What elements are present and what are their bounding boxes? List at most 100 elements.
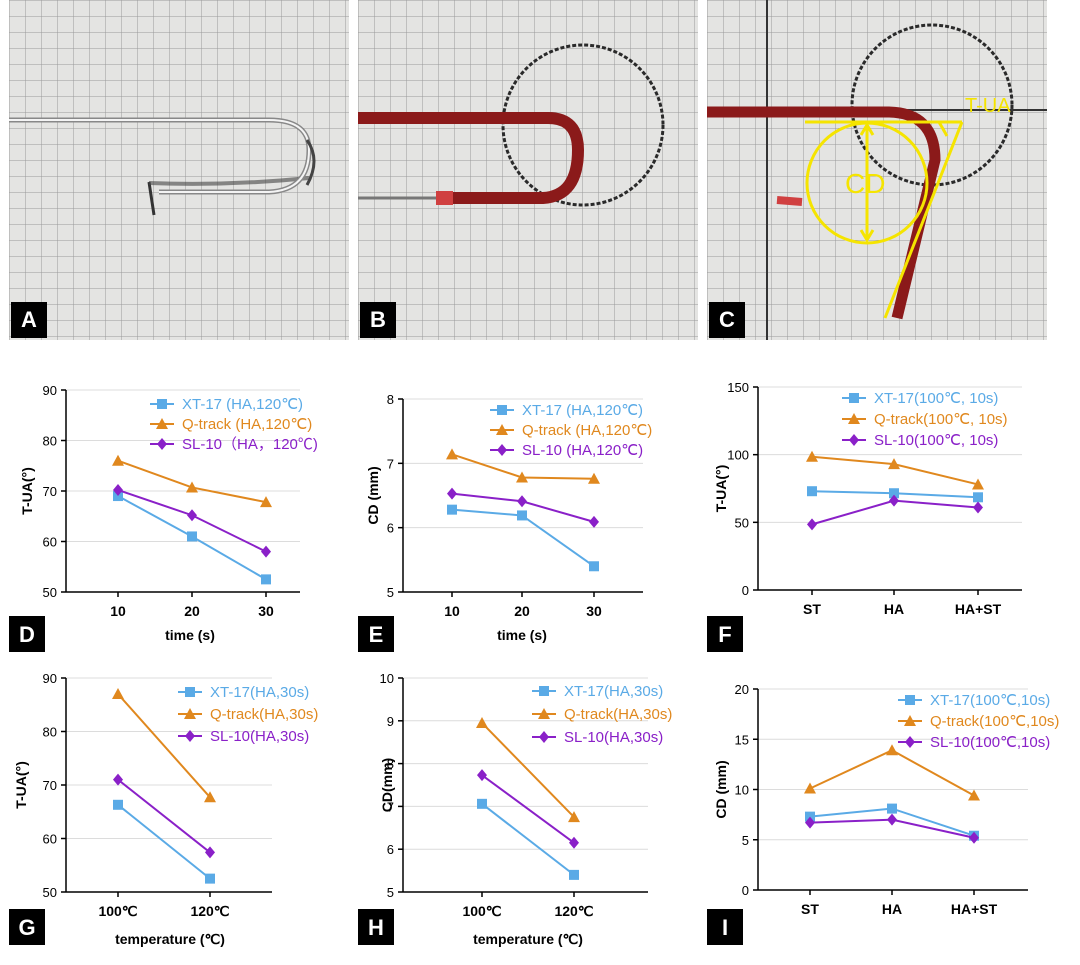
legend-item: XT-17 (HA,120℃) [490, 402, 643, 419]
y-tick-label: 60 [43, 832, 57, 847]
legend-marker [538, 708, 550, 719]
y-tick-label: 6 [387, 842, 394, 857]
series-1 [112, 454, 272, 508]
y-tick-label: 15 [735, 732, 749, 747]
data-point [260, 496, 272, 508]
legend-label: Q-track(100℃,10s) [930, 713, 1059, 730]
panel-tag-box [707, 909, 743, 945]
chart-i: 0 5 10 15 20 ST HA HA+ST CD (mm) XT-17(100℃,10s) Q… [707, 682, 1059, 945]
legend-item: SL-10 (HA,120℃) [490, 442, 643, 459]
y-tick-label: 7 [387, 456, 394, 471]
series-1 [112, 688, 216, 803]
panel-tag-label: I [722, 915, 728, 940]
panel-tag-box [9, 616, 45, 652]
panel-tag-box [358, 909, 394, 945]
data-point [204, 791, 216, 803]
data-point [187, 531, 197, 542]
legend-label: SL-10(100℃, 10s) [874, 432, 998, 449]
series-0 [807, 486, 983, 503]
panel-tag-box [9, 909, 45, 945]
data-point [804, 782, 816, 794]
y-axis-title: T-UA(°) [19, 467, 35, 515]
data-point [888, 458, 900, 470]
series-1 [446, 448, 600, 484]
panel-tag-b: B [360, 302, 396, 338]
data-point [589, 561, 599, 572]
data-point [805, 811, 815, 822]
y-tick-label: 5 [387, 585, 394, 600]
legend-marker [848, 413, 860, 424]
series-0 [113, 491, 271, 585]
chart-f: 0 50 100 150 ST HA HA+ST T-UA(°) XT-17(100℃, 10s… [707, 380, 1022, 652]
photo-a-image [9, 0, 349, 340]
data-point [112, 688, 124, 700]
series-1 [476, 716, 580, 823]
data-point [476, 716, 488, 728]
data-point [569, 836, 579, 849]
y-tick-label: 90 [43, 383, 57, 398]
data-point [969, 831, 979, 844]
photo-panel-a: A [9, 0, 349, 340]
x-tick-label: 100℃ [98, 903, 137, 919]
legend-item: Q-track(HA,30s) [178, 706, 318, 723]
chart-d: 50 60 70 80 90 10 20 30 T-UA(°) time (s) XT-17 (HA… [9, 383, 318, 652]
y-tick-label: 20 [735, 682, 749, 697]
legend-marker [185, 730, 195, 742]
panel-tag-box [358, 616, 394, 652]
y-tick-label: 50 [43, 585, 57, 600]
photo-c-image: CD T-UA [707, 0, 1047, 340]
data-point [569, 869, 579, 880]
y-axis-title: CD(mm) [379, 758, 395, 812]
data-point [261, 574, 271, 585]
series-0 [477, 798, 579, 880]
legend-label: SL-10（HA，120℃) [182, 436, 318, 453]
series-line [117, 693, 211, 798]
legend-marker [539, 731, 549, 743]
legend-item: XT-17(HA,30s) [532, 683, 663, 700]
x-tick-label: HA+ST [955, 601, 1002, 617]
legend-marker [849, 393, 859, 403]
y-tick-label: 80 [43, 434, 57, 449]
chart-g: 50 60 70 80 90 100℃ 120℃ T-UA(°) temperature (℃)… [9, 671, 318, 947]
legend-item: XT-17(HA,30s) [178, 684, 309, 701]
data-point [972, 478, 984, 490]
data-point [113, 773, 123, 786]
y-tick-label: 8 [387, 757, 394, 772]
legend-item: Q-track (HA,120℃) [490, 422, 652, 439]
series-line [117, 778, 211, 854]
series-2 [807, 494, 983, 531]
x-tick-label: 10 [110, 603, 126, 619]
legend-item: SL-10(100℃, 10s) [842, 432, 998, 449]
y-tick-label: 5 [387, 885, 394, 900]
y-tick-label: 60 [43, 535, 57, 550]
data-point [973, 501, 983, 514]
series-2 [113, 773, 215, 859]
chart-h: 5 6 7 8 9 10 100℃ 120℃ CD(mm) temperature (℃) XT-1… [358, 671, 672, 947]
legend-item: XT-17(100℃,10s) [898, 692, 1050, 709]
data-point [186, 481, 198, 493]
data-point [806, 450, 818, 462]
series-2 [805, 813, 979, 844]
legend-label: XT-17(100℃,10s) [930, 692, 1050, 709]
x-tick-label: 120℃ [554, 903, 593, 919]
x-tick-label: 20 [514, 603, 530, 619]
data-point [973, 492, 983, 503]
legend-marker [185, 687, 195, 697]
y-tick-label: 70 [43, 484, 57, 499]
y-tick-label: 150 [727, 380, 749, 395]
x-tick-label: 10 [444, 603, 460, 619]
legend-item: SL-10(HA,30s) [532, 729, 663, 746]
x-tick-label: HA [884, 601, 904, 617]
data-point [446, 448, 458, 460]
y-tick-label: 5 [742, 833, 749, 848]
legend-item: Q-track(HA,30s) [532, 706, 672, 723]
legend-marker [905, 695, 915, 705]
series-2 [477, 769, 579, 849]
series-line [117, 459, 267, 504]
legend-label: XT-17(100℃, 10s) [874, 390, 998, 407]
legend-label: XT-17 (HA,120℃) [522, 402, 643, 419]
legend-label: Q-track(HA,30s) [210, 706, 318, 723]
series-line [481, 722, 575, 818]
panel-tag-a: A [11, 302, 47, 338]
y-tick-label: 50 [735, 515, 749, 530]
